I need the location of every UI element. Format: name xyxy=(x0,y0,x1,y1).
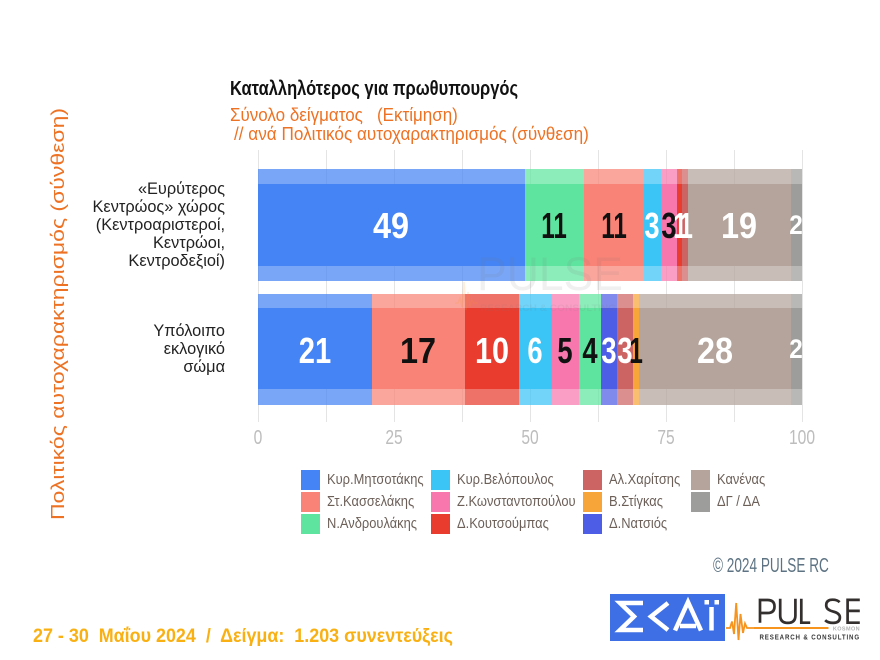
svg-text:RESEARCH & CONSULTING: RESEARCH & CONSULTING xyxy=(480,303,616,314)
svg-text:KOSMON: KOSMON xyxy=(833,627,860,633)
svg-text:RESEARCH & CONSULTING: RESEARCH & CONSULTING xyxy=(760,633,861,642)
svg-text:PULSE: PULSE xyxy=(477,250,623,300)
